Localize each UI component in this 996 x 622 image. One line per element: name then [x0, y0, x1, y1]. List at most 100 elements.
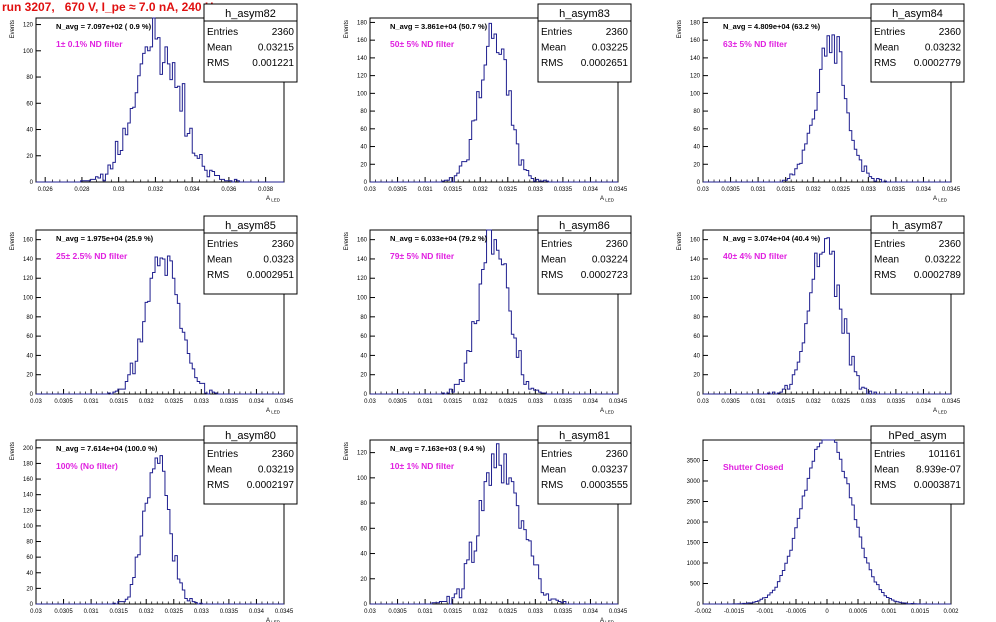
histogram-panel-h_asym87: 0.03 0.0305 0.031 0.0315 0.032 0.0325 0.033 0.0…: [677, 215, 965, 415]
y-tick-label: 40: [26, 353, 33, 359]
x-tick-label: 0.032: [473, 609, 489, 615]
x-axis-label-sub: LED: [937, 410, 948, 415]
stat-value: 0.03215: [258, 43, 295, 54]
x-tick-label: 0.0325: [832, 399, 851, 405]
histogram-panel-h_asym83: 0.03 0.0305 0.031 0.0315 0.032 0.0325 0.033 0.0…: [344, 3, 632, 203]
x-axis-label: A LED: [266, 196, 281, 203]
x-tick-label: 0.0305: [54, 399, 73, 405]
x-tick-label: 0.0305: [721, 399, 740, 405]
plot-frame: [35, 17, 285, 183]
navg-label: N_avg = 7.614e+04 (100.0 %): [56, 444, 158, 453]
stat-label: Entries: [541, 239, 572, 250]
stats-box: h_asym83 Entries 2360 Mean 0.03225 RMS 0.00026…: [537, 3, 632, 83]
plot-frame: [369, 439, 619, 605]
x-tick-label: 0.0315: [443, 399, 462, 405]
x-axis-label: A LED: [600, 408, 615, 415]
y-tick-label: 80: [360, 501, 367, 507]
y-tick-label: 140: [690, 56, 701, 62]
x-tick-label: 0.0005: [849, 609, 868, 615]
stat-value: 0.0002789: [914, 270, 962, 281]
y-tick-label: 40: [360, 145, 367, 151]
x-tick-label: 0.032: [139, 399, 155, 405]
y-tick-label: 120: [23, 23, 34, 29]
y-tick-label: 80: [26, 75, 33, 81]
x-tick-label: 0.0315: [109, 399, 128, 405]
stat-label: RMS: [207, 58, 230, 69]
stat-value: 0.0002197: [247, 480, 295, 491]
stat-label: Entries: [541, 449, 572, 460]
histogram-name: h_asym80: [225, 430, 276, 442]
y-tick-label: 40: [693, 353, 700, 359]
x-tick-label: 0.03: [30, 609, 42, 615]
y-tick-label: 100: [23, 296, 34, 302]
y-axis-label: Events: [344, 232, 350, 250]
y-tick-label: 20: [26, 373, 33, 379]
x-axis-label-sub: LED: [604, 620, 615, 622]
navg-label: N_avg = 6.033e+04 (79.2 %): [390, 234, 488, 243]
stats-box-frame: [537, 425, 632, 505]
y-tick-label: 80: [360, 315, 367, 321]
stat-value: 0.0003555: [581, 480, 629, 491]
x-tick-label: 0.034: [249, 399, 265, 405]
stats-box: h_asym87 Entries 2360 Mean 0.03222 RMS 0.00027…: [870, 215, 965, 295]
y-tick-label: 100: [23, 49, 34, 55]
y-tick-label: 3000: [687, 479, 701, 485]
plot-frame: [369, 17, 619, 183]
y-tick-label: 0: [364, 602, 368, 608]
y-tick-label: 3500: [687, 459, 701, 465]
stat-value: 0.0002651: [581, 58, 629, 69]
x-tick-label: 0.03: [697, 187, 709, 193]
stat-value: 0.0002723: [581, 270, 629, 281]
stat-label: Mean: [207, 43, 232, 54]
x-tick-label: 0.001: [881, 609, 897, 615]
histogram-name: h_asym86: [559, 220, 610, 232]
x-axis-label: A LED: [600, 618, 615, 622]
x-tick-label: 0.0335: [554, 187, 573, 193]
x-tick-label: 0.0345: [609, 187, 628, 193]
x-tick-label: 0.033: [528, 187, 544, 193]
x-axis-label-sub: LED: [604, 198, 615, 203]
stat-label: RMS: [874, 480, 897, 491]
stat-value: 0.03224: [592, 255, 629, 266]
y-tick-label: 0: [364, 392, 368, 398]
x-tick-label: 0.031: [751, 187, 767, 193]
stat-label: Mean: [541, 255, 566, 266]
x-tick-label: 0.0335: [887, 187, 906, 193]
histogram-panel-h_asym84: 0.03 0.0305 0.031 0.0315 0.032 0.0325 0.033 0.0…: [677, 3, 965, 203]
stat-label: Mean: [874, 465, 899, 476]
y-tick-label: 180: [690, 20, 701, 26]
y-tick-label: 0: [697, 180, 701, 186]
x-axis-label-main: A: [600, 408, 604, 414]
y-tick-label: 120: [690, 74, 701, 80]
x-tick-label: 0.0345: [275, 399, 294, 405]
x-tick-label: 0.0015: [911, 609, 930, 615]
y-tick-label: 100: [357, 476, 368, 482]
y-tick-label: 20: [360, 373, 367, 379]
x-axis-label: A LED: [933, 408, 948, 415]
x-tick-label: 0.0345: [942, 187, 961, 193]
x-tick-label: 0.033: [528, 609, 544, 615]
x-tick-label: 0.0325: [499, 609, 518, 615]
stat-value: 0.03232: [925, 43, 962, 54]
stat-value: 2360: [606, 27, 629, 38]
x-tick-label: 0.0315: [109, 609, 128, 615]
stats-box: h_asym80 Entries 2360 Mean 0.03219 RMS 0.00021…: [203, 425, 298, 505]
y-tick-label: 80: [693, 315, 700, 321]
stat-label: Entries: [874, 239, 905, 250]
y-axis-label: Events: [10, 20, 16, 38]
x-tick-label: 0.034: [249, 609, 265, 615]
y-tick-label: 200: [23, 446, 34, 452]
y-tick-label: 60: [26, 101, 33, 107]
navg-label: N_avg = 1.975e+04 (25.9 %): [56, 234, 154, 243]
y-tick-label: 120: [357, 74, 368, 80]
x-tick-label: 0.0305: [388, 399, 407, 405]
y-tick-label: 40: [360, 353, 367, 359]
x-tick-label: 0.032: [473, 187, 489, 193]
x-tick-label: 0.032: [473, 399, 489, 405]
navg-label: N_avg = 3.861e+04 (50.7 %): [390, 22, 488, 31]
plot-frame: [702, 17, 952, 183]
y-axis-label: Events: [10, 232, 16, 250]
y-tick-label: 140: [690, 257, 701, 263]
stat-value: 2360: [939, 239, 962, 250]
